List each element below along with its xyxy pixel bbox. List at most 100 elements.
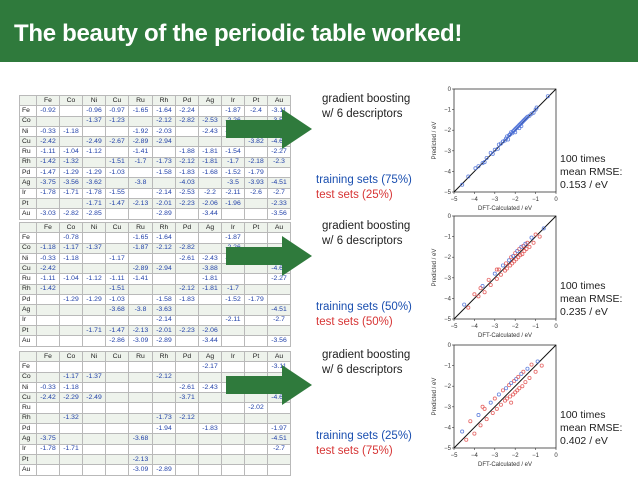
scatter-point xyxy=(516,255,521,260)
energy-cell: -2.85 xyxy=(82,208,106,220)
energy-cell: -1.78 xyxy=(36,443,60,455)
periodic-table-2: Fe Co Ni Cu Ru Rh Pd Ag Ir Pt Au Fe -0.78 -1.65 -1.64-… xyxy=(19,221,291,347)
y-tick-label: −2 xyxy=(444,384,452,390)
energy-cell xyxy=(267,324,291,337)
energy-cell xyxy=(105,232,129,244)
energy-cell: -1.32 xyxy=(59,156,83,169)
row-header: Co xyxy=(19,115,37,127)
energy-cell xyxy=(175,402,199,414)
energy-cell xyxy=(198,453,222,466)
energy-cell xyxy=(128,294,153,306)
y-tick-label: −1 xyxy=(444,364,452,370)
energy-cell: -2.82 xyxy=(175,242,199,254)
energy-cell xyxy=(59,314,83,326)
energy-cell: -4.51 xyxy=(267,177,291,189)
scatter-point xyxy=(522,117,527,122)
energy-cell: -2.89 xyxy=(128,263,153,275)
column-header: Pd xyxy=(175,350,199,363)
y-tick-label: −2 xyxy=(444,128,452,134)
energy-cell: -3.62 xyxy=(82,177,106,189)
scatter-point xyxy=(506,137,511,142)
energy-cell: -1.17 xyxy=(59,371,83,383)
scatter-point xyxy=(515,125,520,130)
y-tick-label: −1 xyxy=(444,108,452,114)
scatter-point xyxy=(525,240,530,245)
energy-cell: -3.71 xyxy=(175,392,199,404)
scatter-point xyxy=(533,232,538,237)
scatter-point xyxy=(494,406,499,411)
energy-cell: -0.33 xyxy=(36,252,60,265)
energy-cell: -2.49 xyxy=(82,136,106,148)
x-tick-label: 0 xyxy=(554,453,558,459)
energy-cell xyxy=(152,453,176,466)
energy-cell: -2.18 xyxy=(244,156,268,169)
scatter-point xyxy=(533,107,538,112)
energy-cell: -2.13 xyxy=(128,453,153,466)
energy-cell: -3.63 xyxy=(152,304,176,316)
y-tick-label: −4 xyxy=(444,296,452,302)
scatter-point xyxy=(511,129,516,134)
scatter-point xyxy=(478,423,483,428)
energy-cell: -1.71 xyxy=(82,197,106,210)
column-header: Fe xyxy=(36,350,60,363)
energy-cell xyxy=(59,324,83,337)
column-header: Ag xyxy=(198,221,222,234)
energy-cell: -2.53 xyxy=(175,187,199,199)
row-header: Fe xyxy=(19,105,37,117)
column-header: Au xyxy=(267,221,291,234)
energy-cell: -1.29 xyxy=(59,167,83,179)
column-header: Au xyxy=(267,94,291,107)
energy-cell: -1.71 xyxy=(59,187,83,199)
energy-cell xyxy=(59,361,83,373)
y-tick-label: 0 xyxy=(448,343,452,349)
scatter-point xyxy=(515,388,520,393)
scatter-point xyxy=(513,390,518,395)
energy-cell: -2.06 xyxy=(198,197,222,210)
scatter-point xyxy=(486,277,491,282)
scatter-point xyxy=(460,182,465,187)
energy-cell xyxy=(152,392,176,404)
scatter-point xyxy=(521,369,526,374)
scatter-point xyxy=(466,174,471,179)
energy-cell: -2.89 xyxy=(152,464,176,476)
column-header: Pd xyxy=(175,221,199,234)
x-tick-label: −4 xyxy=(471,453,479,459)
scatter-point xyxy=(500,263,505,268)
scatter-point xyxy=(511,254,516,259)
rmse-label: 100 times xyxy=(560,280,606,292)
table-header-row: Fe Co Ni Cu Ru Rh Pd Ag Ir Pt Au xyxy=(19,221,291,234)
scatter-point xyxy=(504,386,509,391)
energy-cell: -2.67 xyxy=(105,136,129,148)
energy-cell: -1.94 xyxy=(152,423,176,435)
scatter-point xyxy=(521,243,526,248)
x-tick-label: −2 xyxy=(512,453,520,459)
column-header: Cu xyxy=(105,94,129,107)
energy-cell: -2.23 xyxy=(175,324,199,337)
energy-cell xyxy=(59,105,83,117)
rmse-label: mean RMSE: xyxy=(560,293,623,305)
energy-cell: -1.79 xyxy=(244,167,268,179)
scatter-point xyxy=(527,375,532,380)
model-label: gradient boosting xyxy=(322,93,411,105)
table-row: Cu -2.42 -2.49 -2.67 -2.89 -2.94 -3.82 -4.63 xyxy=(19,136,291,148)
x-tick-label: −2 xyxy=(512,324,520,330)
scatter-point xyxy=(496,392,501,397)
energy-cell: -2.11 xyxy=(221,187,245,199)
scatter-point xyxy=(512,259,517,264)
scatter-point xyxy=(498,402,503,407)
table-row: Pt -1.71 -1.47 -2.13 -2.01 -2.23 -2.06 -1.96 -2.… xyxy=(19,197,291,210)
arrow-right-icon xyxy=(226,236,312,276)
energy-cell xyxy=(105,208,129,220)
energy-cell: -1.52 xyxy=(221,294,245,306)
energy-cell xyxy=(175,423,199,435)
scatter-point xyxy=(515,249,520,254)
energy-cell: -3.75 xyxy=(36,177,60,189)
column-header xyxy=(19,94,37,107)
row-header: Pt xyxy=(19,453,37,466)
energy-cell xyxy=(244,433,268,445)
scatter-point xyxy=(464,437,469,442)
energy-cell: -3.56 xyxy=(267,208,291,220)
column-header: Ir xyxy=(221,94,245,107)
row-header: Pd xyxy=(19,294,37,306)
row-header: Cu xyxy=(19,136,37,148)
